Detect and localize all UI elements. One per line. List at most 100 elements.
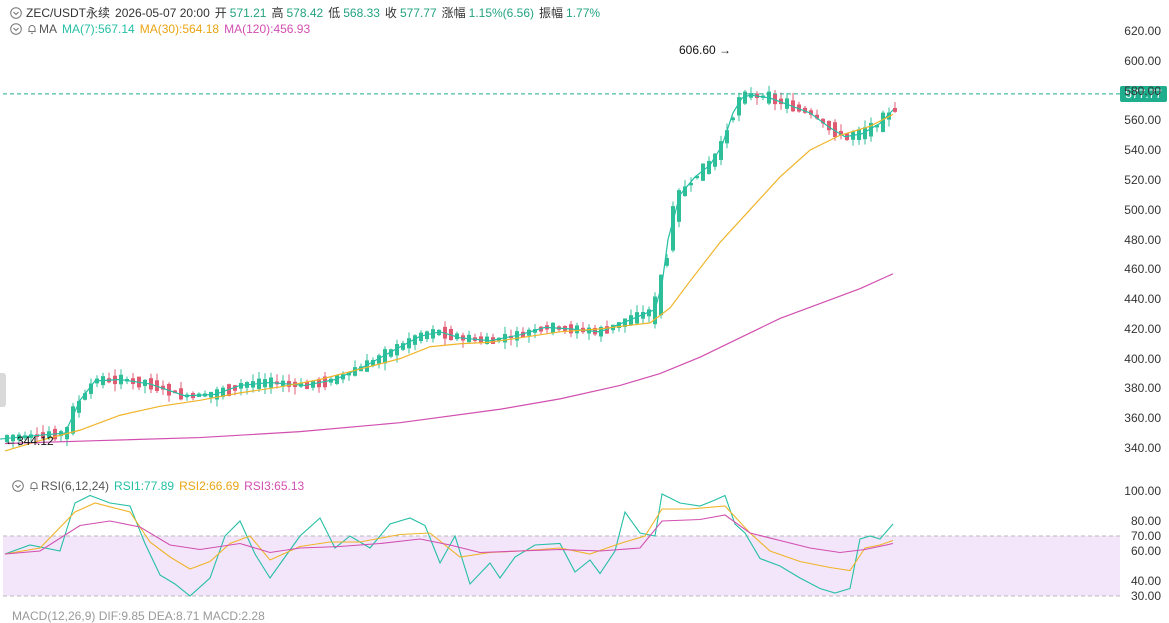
candle-body — [725, 130, 729, 144]
open-label: 开 — [214, 6, 227, 20]
close-value: 577.77 — [399, 5, 437, 20]
candle-body — [89, 383, 93, 394]
rsi-line-3 — [4, 514, 894, 555]
price-tick-label: 420.00 — [1124, 321, 1161, 336]
candle-body — [713, 153, 717, 167]
candle-body — [419, 332, 423, 342]
candle-body — [71, 406, 75, 434]
candle-body — [731, 117, 735, 121]
candle-body — [743, 91, 747, 104]
arrow-right-icon: → — [719, 43, 732, 57]
datetime-label: 2026-05-07 20:00 — [115, 5, 210, 20]
last-price-tag: 577.77 — [1120, 86, 1167, 102]
open-value: 571.21 — [229, 5, 267, 20]
ma7-label: MA(7):567.14 — [62, 22, 135, 36]
ma-legend: MA MA(7):567.14 MA(30):564.18 MA(120):45… — [10, 22, 315, 36]
macd-legend: MACD(12,26,9) DIF:9.85 DEA:8.71 MACD:2.2… — [12, 609, 270, 623]
candle-body — [701, 163, 705, 181]
change-value: 1.15%(6.56) — [468, 5, 535, 20]
candle-body — [893, 108, 897, 112]
price-tick-label: 560.00 — [1124, 113, 1161, 128]
candle-body — [233, 385, 237, 391]
ma120-label: MA(120):456.93 — [224, 22, 311, 36]
ma-line-2 — [4, 113, 894, 452]
candle-body — [227, 384, 231, 397]
low-label: 低 — [328, 6, 341, 20]
candle-body — [341, 374, 345, 380]
chevron-down-icon[interactable] — [10, 6, 22, 19]
price-tick-label: 340.00 — [1124, 441, 1161, 455]
change-label: 涨幅 — [441, 6, 466, 20]
price-tick-label: 600.00 — [1124, 53, 1161, 68]
candle-body — [365, 360, 369, 372]
macd-label: MACD(12,26,9) DIF:9.85 DEA:8.71 MACD:2.2… — [12, 609, 265, 623]
chevron-down-icon[interactable] — [12, 480, 24, 492]
rsi-tick-label: 30.00 — [1130, 589, 1161, 603]
price-tick-label: 360.00 — [1124, 411, 1161, 426]
candle-body — [623, 318, 627, 327]
candle-body — [215, 389, 219, 400]
high-marker-label: 606.60 — [679, 43, 716, 57]
candle-body — [629, 315, 633, 326]
bell-icon[interactable] — [26, 23, 38, 35]
price-tick-label: 520.00 — [1124, 172, 1161, 187]
ohlc-header: ZEC/USDT永续 2026-05-07 20:00 开 571.21 高 578… — [10, 4, 605, 21]
price-tick-label: 460.00 — [1124, 262, 1161, 277]
amplitude-value: 1.77% — [566, 5, 601, 20]
candle-body — [635, 312, 639, 324]
ma-line-1 — [0, 94, 894, 440]
candle-body — [791, 100, 795, 112]
price-tick-label: 500.00 — [1124, 202, 1161, 217]
candle-body — [881, 112, 885, 132]
candle-body — [647, 309, 651, 317]
candle-body — [371, 359, 375, 366]
candles-layer — [5, 85, 897, 448]
candle-body — [161, 385, 165, 390]
candle-body — [395, 344, 399, 356]
rsi-tick-label: 60.00 — [1130, 544, 1161, 558]
candle-body — [821, 118, 825, 124]
candle-body — [875, 125, 879, 128]
candle-body — [377, 355, 381, 364]
chevron-down-icon[interactable] — [10, 23, 22, 35]
high-marker: 606.60 → — [679, 43, 731, 57]
candle-body — [827, 120, 831, 131]
rsi-title: RSI(6,12,24) — [41, 479, 110, 493]
candle-body — [383, 349, 387, 364]
rsi-line-1 — [4, 493, 894, 597]
candle-body — [773, 94, 777, 105]
price-tick-label: 620.00 — [1124, 24, 1161, 38]
price-tick-label: 400.00 — [1124, 351, 1161, 366]
candle-body — [695, 175, 699, 179]
price-tick-label: 540.00 — [1124, 143, 1161, 158]
candle-body — [167, 383, 171, 396]
candle-body — [347, 372, 351, 376]
candle-body — [83, 393, 87, 400]
candle-body — [413, 335, 417, 345]
close-label: 收 — [384, 6, 397, 20]
candle-body — [863, 127, 867, 140]
panel-collapse-handle[interactable] — [0, 373, 6, 407]
candle-body — [677, 190, 681, 222]
candle-body — [617, 322, 621, 329]
candle-body — [401, 343, 405, 350]
ma-title: MA — [39, 22, 57, 36]
rsi3-label: RSI3:65.13 — [244, 479, 305, 493]
candle-body — [407, 338, 411, 349]
price-tick-label: 580.00 — [1124, 83, 1161, 98]
amplitude-label: 振幅 — [539, 6, 564, 20]
ma-lines-layer — [0, 94, 894, 452]
price-tick-label: 440.00 — [1124, 292, 1161, 307]
candle-body — [671, 206, 675, 251]
candle-body — [737, 97, 741, 116]
high-label: 高 — [271, 6, 284, 20]
rsi1-label: RSI1:77.89 — [114, 479, 175, 493]
candle-body — [335, 375, 339, 384]
candle-body — [641, 312, 645, 319]
ma-line-3 — [4, 273, 894, 445]
bell-icon[interactable] — [28, 480, 40, 492]
rsi-line-2 — [4, 502, 894, 572]
price-tick-label: 480.00 — [1124, 232, 1161, 247]
candle-body — [839, 131, 843, 136]
